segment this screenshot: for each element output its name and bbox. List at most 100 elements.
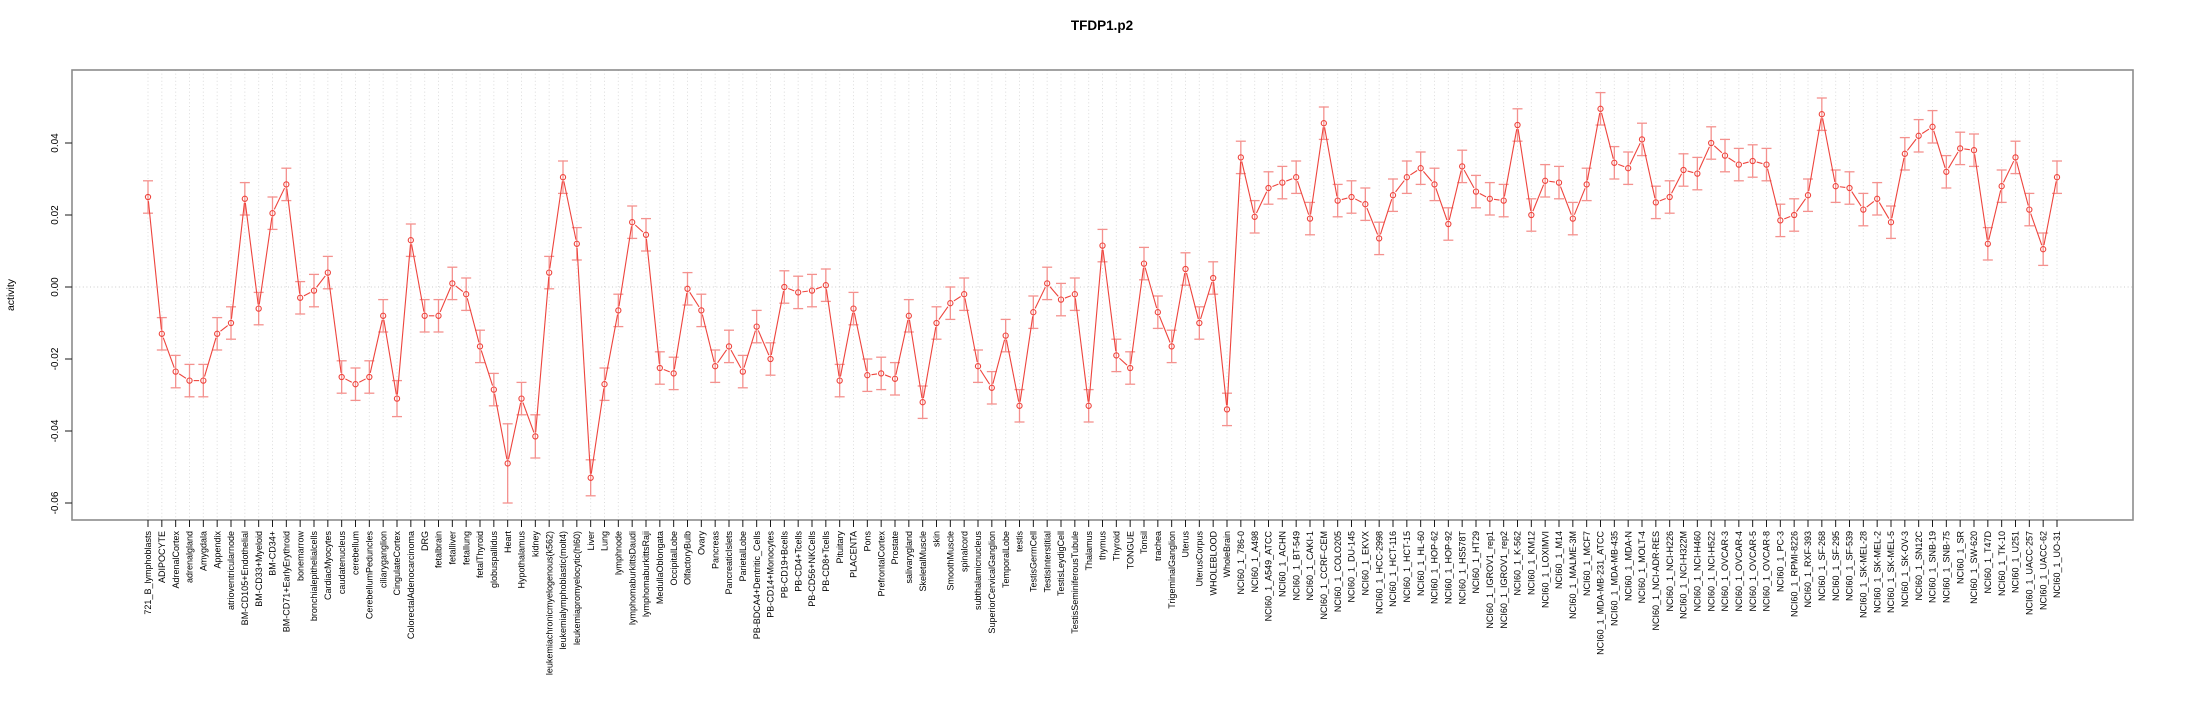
data-point	[947, 300, 954, 307]
x-tick-label: NCI60_1_OVCAR-3	[1720, 531, 1730, 612]
data-point	[1998, 183, 2005, 190]
x-tick-label: NCI60_1_CAKI-1	[1305, 531, 1315, 601]
data-point	[269, 210, 276, 217]
x-tick-label: ciliaryganglion	[378, 531, 388, 588]
y-tick-label: -0.02	[50, 347, 61, 370]
line-segment	[1435, 188, 1448, 221]
line-segment	[1878, 202, 1890, 219]
data-point	[297, 294, 304, 301]
x-tick-label: Uterus	[1181, 531, 1191, 558]
x-tick-label: OlfactoryBulb	[683, 531, 693, 585]
line-segment	[1479, 193, 1487, 198]
line-segment	[1034, 286, 1046, 309]
line-segment	[576, 247, 591, 474]
data-point	[1389, 192, 1397, 199]
line-segment	[1119, 357, 1128, 366]
line-segment	[1493, 198, 1500, 201]
x-tick-label: NCI60_1_NCI-H522	[1706, 531, 1716, 612]
line-segment	[618, 226, 633, 307]
x-tick-label: PB-CD56+NKCells	[807, 531, 817, 607]
data-point	[490, 386, 497, 393]
x-tick-label: lymphomaburkittsRaji	[641, 531, 651, 617]
x-tick-label: globuspallidus	[489, 531, 499, 589]
x-tick-label: NCI60_1_HT29	[1471, 531, 1481, 594]
x-tick-label: NCI60_1_BT-549	[1291, 531, 1301, 601]
line-segment	[757, 330, 770, 356]
line-segment	[563, 181, 577, 240]
x-tick-label: NCI60_1_DU-145	[1347, 531, 1357, 603]
data-point	[1929, 123, 1936, 130]
x-tick-label: Liver	[586, 531, 596, 551]
x-tick-label: NCI60_1_IGROV1_rep1	[1485, 531, 1495, 629]
line-segment	[717, 349, 728, 364]
data-point	[366, 373, 373, 381]
data-point	[1915, 132, 1922, 139]
data-point	[1403, 174, 1410, 181]
line-segment	[1933, 130, 1946, 168]
x-tick-label: NCI60_1_SNB-75	[1942, 531, 1952, 603]
data-point	[878, 370, 885, 377]
data-point	[1638, 136, 1646, 143]
data-point	[656, 364, 663, 372]
line-segment	[1629, 142, 1641, 165]
line-segment	[1974, 154, 1988, 240]
data-point	[546, 269, 553, 276]
line-segment	[663, 369, 670, 373]
x-tick-label: MedullaOblongata	[655, 531, 665, 604]
x-tick-label: Appendix	[212, 531, 222, 569]
x-tick-label: subthalamicnucleus	[973, 531, 983, 611]
x-tick-label: Pons	[863, 531, 873, 552]
line-segment	[1005, 339, 1020, 402]
data-point	[1597, 105, 1604, 112]
line-segment	[1921, 128, 1930, 134]
data-point	[2040, 246, 2047, 253]
x-tick-label: NCI60_1_SF-295	[1831, 531, 1841, 601]
x-tick-label: SkeletalMuscle	[918, 531, 928, 592]
line-segment	[508, 402, 522, 460]
line-segment	[1742, 161, 1749, 165]
x-tick-label: thymus	[1098, 531, 1108, 561]
line-segment	[1601, 112, 1614, 159]
x-tick-label: TrigeminalGanglion	[1167, 531, 1177, 609]
line-segment	[1517, 129, 1532, 211]
x-tick-label: NCI60_1_OVCAR-8	[1762, 531, 1772, 612]
x-tick-label: adrenalgland	[185, 531, 195, 583]
line-segment	[1019, 316, 1034, 402]
x-tick-label: NCI60_1_SW-620	[1969, 531, 1979, 604]
line-segment	[1766, 168, 1780, 217]
line-segment	[839, 312, 854, 377]
line-segment	[1988, 190, 2002, 240]
x-tick-label: BM-CD34+	[268, 531, 278, 576]
data-point	[1030, 309, 1037, 316]
data-point	[1583, 181, 1590, 188]
data-point	[1459, 163, 1466, 170]
line-segment	[244, 202, 259, 305]
data-point	[905, 312, 912, 319]
data-point	[144, 193, 152, 201]
data-point	[1846, 184, 1853, 192]
x-tick-label: NCI60_1_UACC-62	[2038, 531, 2048, 610]
line-segment	[689, 292, 700, 308]
x-tick-label: AdrenalCortex	[171, 531, 181, 589]
line-segment	[992, 339, 1006, 384]
x-tick-label: TestisSeminiferousTubule	[1070, 531, 1080, 634]
data-point	[1057, 296, 1065, 303]
x-tick-label: SuperiorCervicalGanglion	[987, 531, 997, 634]
x-tick-label: NCI60_1_SF-539	[1845, 531, 1855, 601]
x-tick-label: PrefrontalCortex	[876, 531, 886, 597]
line-segment	[316, 275, 326, 288]
line-segment	[327, 276, 342, 373]
line-segment	[1144, 267, 1158, 309]
line-segment	[1366, 207, 1379, 235]
x-tick-label: Thalamus	[1084, 531, 1094, 571]
line-segment	[1822, 118, 1836, 183]
x-tick-label: cerebellum	[351, 531, 361, 575]
line-segment	[645, 238, 660, 364]
x-tick-label: WholeBrain	[1222, 531, 1232, 578]
data-point	[158, 330, 165, 337]
data-point	[1514, 121, 1521, 129]
data-point	[463, 291, 470, 298]
x-tick-label: NCI60_1_EKVX	[1361, 531, 1371, 596]
line-segment	[1410, 170, 1418, 176]
line-segment	[411, 244, 425, 312]
